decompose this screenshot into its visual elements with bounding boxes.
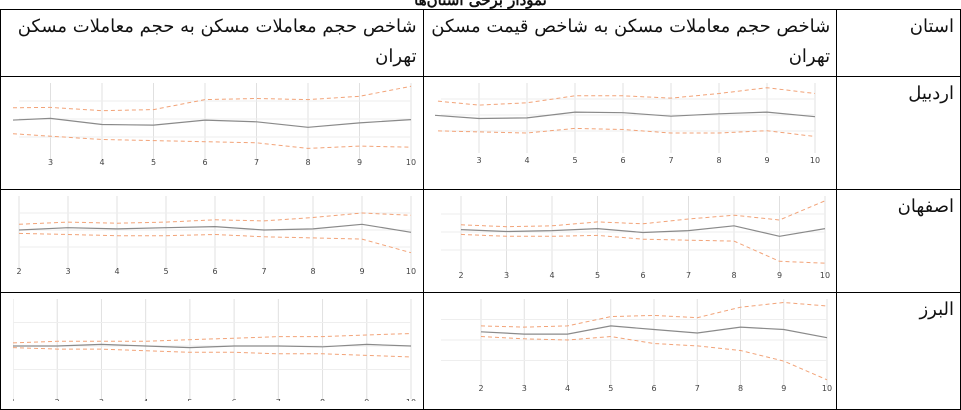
province-cell: اردبیل: [836, 76, 961, 190]
x-tick-label: 7: [686, 271, 691, 280]
chart-alborz-volume: 1 2 3 4 5 6 7 8 9 10: [12, 299, 416, 401]
x-tick-label: 4: [525, 156, 530, 165]
x-tick-label: 4: [99, 158, 104, 167]
x-tick-label: 7: [669, 156, 674, 165]
series-line-center: [12, 343, 411, 349]
chart-esfahan-volume: 2 3 4 5 6 7 8 9 10: [16, 196, 416, 276]
series-line-lower-band: [12, 347, 411, 358]
series-line-upper-band: [18, 212, 411, 225]
x-tick-label: 6: [621, 156, 626, 165]
x-tick-label: 6: [212, 267, 217, 276]
x-tick-label: 3: [522, 384, 527, 393]
x-tick-label: 6: [652, 384, 657, 393]
chart-cell: 2 3 4 5 6 7 8 9 10: [422, 189, 838, 293]
province-cell: البرز: [836, 292, 961, 410]
x-tick-label: 9: [364, 398, 369, 401]
series-line-center: [12, 117, 411, 128]
series-line-center: [461, 225, 826, 237]
chart-cell: 2 3 4 5 6 7 8 9 10: [422, 292, 838, 410]
x-tick-label: 7: [275, 398, 280, 401]
gridlines: [441, 196, 826, 274]
x-tick-label: 4: [114, 267, 119, 276]
x-tick-label: 3: [477, 156, 482, 165]
series-line-lower-band: [481, 335, 828, 381]
x-tick-label: 10: [406, 158, 416, 167]
x-tick-label: 4: [550, 271, 555, 280]
x-tick-label: 6: [231, 398, 236, 401]
x-tick-label: 6: [202, 158, 207, 167]
series-line-center: [481, 325, 828, 339]
province-cell: اصفهان: [836, 189, 961, 293]
series-line-upper-band: [481, 301, 828, 328]
x-tick-label: 2: [54, 398, 59, 401]
series-line-center: [18, 223, 411, 233]
series-line-upper-band: [435, 87, 816, 106]
x-tick-label: 8: [738, 384, 743, 393]
series-line-lower-band: [435, 127, 816, 137]
x-tick-label: 7: [695, 384, 700, 393]
series-line-center: [435, 111, 816, 120]
header-volume-index: شاخص حجم معاملات مسکن به حجم معاملات مسک…: [0, 9, 424, 77]
x-tick-label: 10: [406, 267, 416, 276]
province-chart-table: استان شاخص حجم معاملات مسکن به شاخص قیمت…: [0, 9, 961, 410]
x-tick-label: 8: [305, 158, 310, 167]
x-tick-label: 5: [608, 384, 613, 393]
series-line-lower-band: [461, 233, 826, 264]
chart-cell: 1 2 3 4 5 6 7 8 9 10: [0, 292, 424, 410]
x-tick-label: 4: [565, 384, 570, 393]
header-province: استان: [836, 9, 961, 77]
header-row: استان شاخص حجم معاملات مسکن به شاخص قیمت…: [0, 9, 961, 77]
x-tick-label: 10: [406, 398, 416, 401]
x-tick-label: 10: [822, 384, 832, 393]
x-tick-label: 6: [641, 271, 646, 280]
header-price-index: شاخص حجم معاملات مسکن به شاخص قیمت مسکن …: [422, 9, 838, 77]
table-row: البرز 2 3 4 5 6 7 8 9 10 1 2 3 4 5 6 7 8 9 10: [0, 292, 961, 410]
x-tick-label: 3: [98, 398, 103, 401]
table-caption: نمودار برخی استان‌ها: [414, 0, 547, 9]
series-line-lower-band: [12, 133, 411, 149]
x-tick-label: 4: [143, 398, 148, 401]
gridlines: [441, 299, 828, 387]
x-tick-label: 2: [479, 384, 484, 393]
x-tick-label: 2: [459, 271, 464, 280]
x-tick-label: 2: [16, 267, 21, 276]
x-tick-label: 5: [595, 271, 600, 280]
x-tick-label: 5: [573, 156, 578, 165]
x-tick-label: 5: [151, 158, 156, 167]
chart-alborz-price: 2 3 4 5 6 7 8 9 10: [441, 299, 832, 393]
x-tick-label: 1: [13, 398, 16, 401]
series-line-upper-band: [12, 85, 411, 112]
x-tick-label: 9: [359, 267, 364, 276]
x-tick-label: 7: [254, 158, 259, 167]
x-tick-label: 3: [65, 267, 70, 276]
x-tick-label: 9: [357, 158, 362, 167]
x-tick-label: 3: [48, 158, 53, 167]
x-tick-label: 8: [310, 267, 315, 276]
gridlines: [18, 196, 412, 270]
series-line-upper-band: [12, 333, 411, 344]
x-tick-label: 10: [810, 156, 820, 165]
x-tick-label: 8: [717, 156, 722, 165]
chart-cell: 2 3 4 5 6 7 8 9 10: [0, 189, 424, 293]
x-tick-label: 5: [163, 267, 168, 276]
x-tick-label: 9: [781, 384, 786, 393]
x-tick-label: 10: [820, 271, 830, 280]
series-line-lower-band: [18, 232, 411, 254]
x-tick-label: 8: [732, 271, 737, 280]
x-tick-label: 7: [261, 267, 266, 276]
x-tick-label: 9: [777, 271, 782, 280]
gridlines: [18, 83, 412, 161]
table-row: اصفهان 2 3 4 5 6 7 8 9 10 2 3 4 5 6 7 8 9 10: [0, 189, 961, 293]
series-line-upper-band: [461, 200, 826, 228]
x-tick-label: 3: [504, 271, 509, 280]
chart-esfahan-price: 2 3 4 5 6 7 8 9 10: [441, 196, 830, 280]
x-tick-label: 9: [765, 156, 770, 165]
x-tick-label: 8: [320, 398, 325, 401]
x-tick-label: 5: [187, 398, 192, 401]
